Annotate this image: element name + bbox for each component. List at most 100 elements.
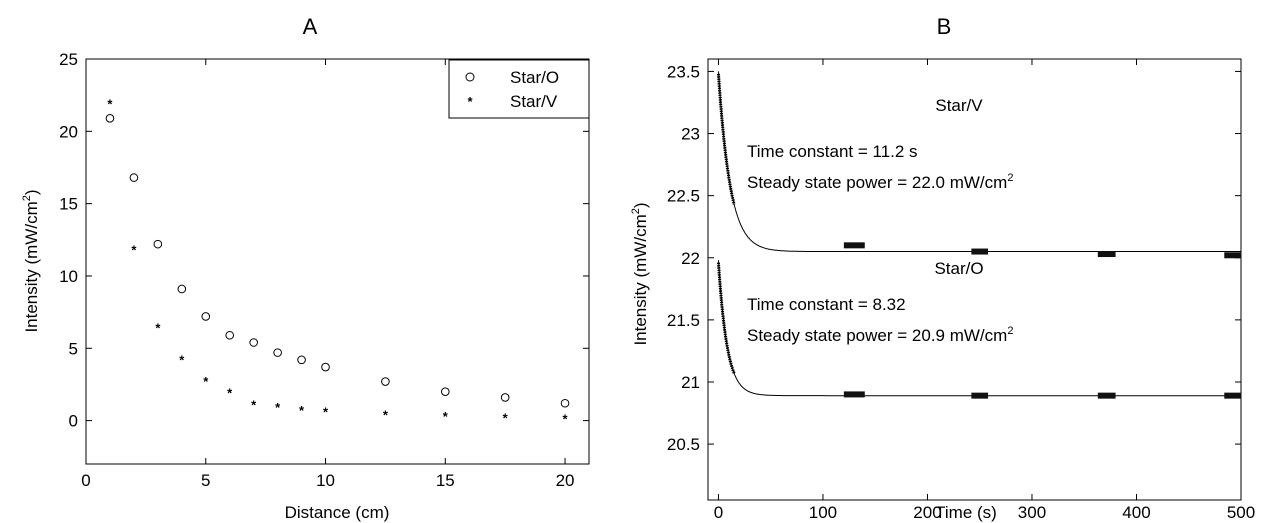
panel-b-y-axis-label: Intensity (mW/cm2) — [630, 202, 650, 345]
data-point-star-o — [177, 284, 187, 294]
x-tick-label: 0 — [714, 503, 723, 522]
annotation-star-o-steady-state-text: Steady state power = 20.9 mW/cm — [747, 326, 1007, 345]
panel-a-axes-box — [85, 58, 590, 465]
legend-marker-star-v: * — [467, 94, 473, 109]
panel-b-y-axis-label-text: Intensity (mW/cm — [631, 214, 650, 345]
data-point-star-o — [129, 173, 139, 182]
data-point-star-o — [225, 330, 235, 340]
data-point-star-v: * — [131, 242, 137, 257]
y-tick-label: 23 — [681, 125, 700, 144]
y-tick-label: 20 — [59, 122, 78, 141]
panel-a-x-axis-label: Distance (cm) — [285, 503, 390, 522]
panel-b-y-axis-label-sup: 2 — [630, 208, 642, 214]
data-point-star-v: * — [251, 397, 257, 412]
panel-a-y-axis-label-text: Intensity (mW/cm — [22, 201, 41, 332]
annotation-star-v-steady-state: Steady state power = 22.0 mW/cm2 — [747, 172, 1013, 192]
data-point-star-v: * — [155, 321, 161, 336]
data-point-star-v: * — [443, 409, 449, 424]
x-tick-label: 20 — [556, 471, 575, 490]
y-tick-label: 5 — [69, 339, 78, 358]
x-tick-label: 200 — [913, 503, 941, 522]
x-tick-label: 400 — [1122, 503, 1150, 522]
fit-curve-star-o — [718, 260, 1241, 397]
data-point-star-v: * — [203, 374, 209, 389]
panel-a-y-axis-label: Intensity (mW/cm2) — [21, 189, 41, 332]
x-tick-label: 5 — [201, 471, 210, 490]
measured-decay-segment — [717, 262, 736, 374]
panel-a-y-axis-label-sup: 2 — [21, 195, 33, 201]
data-point-star-o — [500, 393, 510, 402]
data-point-star-v: * — [107, 96, 113, 111]
data-point-star-o — [201, 312, 211, 321]
annotation-star-o-steady-state-sup: 2 — [1007, 325, 1013, 337]
x-tick-label: 10 — [316, 471, 335, 490]
annotation-star-o-time-constant: Time constant = 8.32 — [747, 295, 906, 314]
data-point-star-o — [321, 362, 330, 372]
panel-b-title: B — [937, 14, 952, 39]
measured-steady-segment — [1097, 392, 1116, 399]
x-tick-label: 0 — [81, 471, 90, 490]
annotation-star-v-steady-state-text: Steady state power = 22.0 mW/cm — [747, 173, 1007, 192]
y-tick-label: 22.5 — [667, 187, 700, 206]
annotation-star-v-steady-state-sup: 2 — [1007, 172, 1013, 184]
x-tick-label: 500 — [1227, 503, 1255, 522]
y-tick-label: 25 — [59, 50, 78, 69]
panel-a-legend-box — [448, 59, 590, 119]
x-tick-label: 300 — [1018, 503, 1046, 522]
panel-b: B 0 100 200 300 400 50020.52121.52222.52323.5… — [630, 14, 1255, 522]
y-tick-label: 21 — [681, 373, 700, 392]
annotation-star-v-time-constant: Time constant = 11.2 s — [747, 142, 918, 161]
y-tick-label: 21.5 — [667, 311, 700, 330]
fit-curve-star-v — [718, 71, 1241, 252]
legend-marker-star-o — [465, 72, 475, 82]
data-point-star-o — [249, 338, 258, 347]
y-tick-label: 10 — [59, 267, 78, 286]
data-point-star-v: * — [383, 407, 389, 422]
x-tick-label: 15 — [436, 471, 455, 490]
data-point-star-o — [440, 387, 450, 396]
y-tick-label: 22 — [681, 249, 700, 268]
data-point-star-v: * — [275, 400, 281, 415]
legend-label-star-v: Star/V — [510, 92, 558, 111]
panel-a-ticks: 0 5 10 15 20 0 5 10 15 20 25 — [59, 50, 589, 490]
y-tick-label: 15 — [59, 195, 78, 214]
panel-a-title: A — [303, 14, 318, 39]
data-point-star-o — [381, 377, 390, 386]
panel-b-x-axis-label: Time (s) — [935, 503, 997, 522]
panel-b-y-axis-label-close: ) — [631, 202, 650, 208]
measured-steady-segment — [1097, 251, 1116, 258]
y-tick-label: 20.5 — [667, 435, 700, 454]
annotation-star-o-title: Star/O — [934, 259, 983, 278]
data-point-star-v: * — [503, 410, 509, 425]
measured-steady-segment — [1224, 392, 1241, 399]
annotation-star-v-title: Star/V — [935, 96, 983, 115]
data-point-star-v: * — [323, 404, 329, 419]
measured-steady-segment — [971, 248, 989, 255]
panel-b-axes-box — [707, 58, 1242, 501]
data-point-star-o — [560, 398, 570, 408]
panel-b-measured-data — [717, 73, 1241, 399]
x-tick-label: 100 — [809, 503, 837, 522]
data-point-star-v: * — [179, 352, 185, 367]
panel-a: A 0 5 10 15 20 0 5 10 15 20 25 * * * * * * * * * * * * * * Dist… — [21, 14, 590, 522]
measured-steady-segment — [971, 392, 989, 399]
annotation-star-o-steady-state: Steady state power = 20.9 mW/cm2 — [747, 325, 1013, 345]
measured-steady-segment — [843, 242, 865, 249]
panel-a-y-axis-label-close: ) — [22, 189, 41, 195]
data-point-star-v: * — [563, 412, 569, 427]
data-point-star-o — [105, 114, 115, 123]
panel-b-fit-curves — [718, 71, 1241, 397]
y-tick-label: 0 — [69, 412, 78, 431]
legend-label-star-o: Star/O — [510, 68, 559, 87]
data-point-star-v: * — [299, 403, 305, 418]
data-point-star-o — [273, 348, 282, 357]
measured-steady-segment — [843, 391, 865, 398]
panel-a-legend: Star/O * Star/V — [448, 59, 590, 119]
data-point-star-o — [153, 239, 163, 249]
panel-a-data-points: * * * * * * * * * * * * * * — [105, 96, 570, 427]
measured-decay-segment — [717, 73, 736, 205]
data-point-star-o — [297, 355, 306, 365]
data-point-star-v: * — [227, 386, 233, 401]
